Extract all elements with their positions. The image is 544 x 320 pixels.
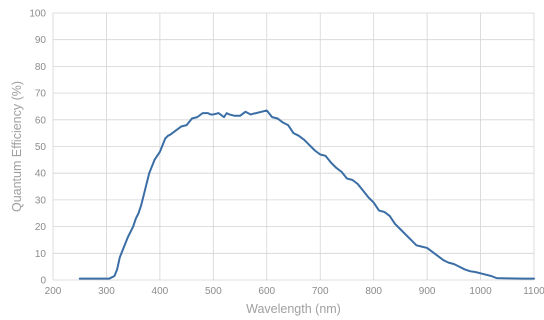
grid	[52, 12, 535, 281]
y-tick-label: 50	[35, 142, 47, 153]
x-tick-label: 600	[258, 286, 275, 297]
x-axis-title: Wavelength (nm)	[246, 302, 341, 316]
x-tick-label: 300	[98, 286, 115, 297]
y-tick-label: 60	[35, 115, 47, 126]
y-tick-label: 90	[35, 35, 47, 46]
y-tick-label: 0	[40, 276, 46, 287]
x-tick-label: 1100	[523, 286, 544, 297]
y-axis-ticks: 0 10 20 30 40 50 60 70 80 90 100	[29, 9, 46, 287]
y-tick-label: 20	[35, 222, 47, 233]
y-tick-label: 70	[35, 89, 47, 100]
qe-series-line	[78, 109, 535, 280]
x-tick-label: 700	[312, 286, 329, 297]
x-tick-label: 400	[152, 286, 169, 297]
x-axis-ticks: 200 300 400 500 600 700 800 900 1000 1100	[45, 286, 544, 297]
x-tick-label: 900	[419, 286, 436, 297]
y-axis-title: Quantum Efficiency (%)	[10, 81, 24, 212]
x-tick-label: 1000	[469, 286, 492, 297]
x-tick-label: 500	[205, 286, 222, 297]
y-tick-label: 30	[35, 195, 47, 206]
y-tick-label: 10	[35, 249, 47, 260]
x-tick-label: 200	[45, 286, 62, 297]
y-tick-label: 100	[29, 9, 46, 20]
y-tick-label: 80	[35, 62, 47, 73]
series-layer	[78, 109, 535, 280]
y-tick-label: 40	[35, 169, 47, 180]
x-tick-label: 800	[365, 286, 382, 297]
